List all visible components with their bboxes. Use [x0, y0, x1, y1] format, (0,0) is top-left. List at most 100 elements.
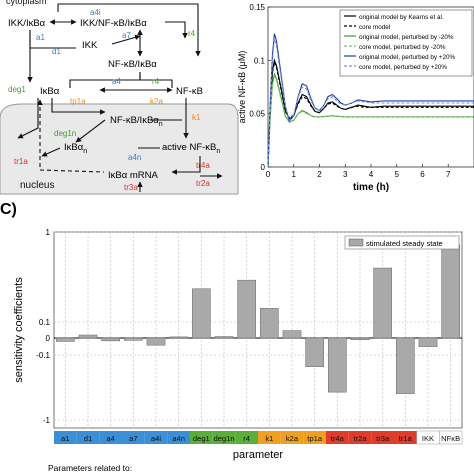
sensitivity-grid — [54, 231, 462, 428]
x-tick-label: tr3a — [376, 434, 390, 443]
x-tick-label: 3 — [343, 170, 348, 179]
x-tick-label: a4n — [172, 434, 185, 443]
group-strip-cell — [258, 431, 281, 444]
group-strip-cell — [54, 431, 77, 444]
series-line-2 — [267, 60, 474, 168]
rate-label-a7: a7 — [122, 31, 131, 40]
x-tick-label: 5 — [395, 170, 400, 179]
legend-entry: original model by Kearns et al. — [359, 14, 444, 21]
x-tick-label: deg1n — [213, 434, 234, 443]
legend-box — [344, 235, 460, 250]
bar-a1 — [56, 337, 75, 342]
group-strip-cell — [99, 431, 122, 444]
y-tick-label: 0.1 — [254, 56, 266, 65]
rate-label-r4-mid: r4 — [152, 77, 160, 86]
bar-a7 — [124, 337, 143, 341]
species-ikk: IKK — [82, 40, 98, 51]
bar-d1 — [78, 334, 98, 339]
group-strip-cell — [190, 431, 213, 444]
group-strip-cell — [212, 431, 236, 444]
x-tick-label: IKK — [422, 434, 434, 443]
group-strip-cell — [280, 431, 304, 444]
x-tick-label: a7 — [129, 434, 137, 443]
x-tick-label: a4i — [151, 434, 161, 443]
time-course-legend: original model by Kearns et al. core mode… — [339, 9, 473, 77]
sensitivity-y-axis-label: sensitivity coefficients — [13, 277, 25, 383]
bar-r4 — [237, 279, 256, 339]
legend-entry: core model — [359, 24, 390, 31]
y-tick-label: 0.05 — [249, 110, 265, 119]
legend-entry: stimulated steady state — [366, 239, 443, 248]
rate-label-a1: a1 — [36, 33, 45, 42]
bar-k1 — [260, 308, 279, 339]
footer-note: Parameters related to: — [48, 463, 132, 473]
legend-entry: original model, perturbed by +20% — [359, 54, 455, 61]
group-strip-cell — [348, 431, 372, 444]
network-diagram: cytoplasm nucleus IKK/IκBα IKK/NF-κB/IκB… — [0, 0, 239, 195]
legend-entry: core model, perturbed by +20% — [359, 64, 447, 71]
species-active-nfkb-nuclear: active NF-κBn — [162, 142, 220, 155]
rate-label-tr4a: tr4a — [196, 161, 210, 170]
x-tick-label: a1 — [61, 434, 69, 443]
species-ikba-nuclear-name: IκBα — [64, 142, 84, 153]
y-tick-label: 0 — [46, 334, 51, 343]
sensitivity-plot-frame — [53, 231, 463, 429]
group-strip-cell — [76, 431, 100, 444]
x-tick-label: 7 — [446, 170, 451, 179]
compartment-label-nucleus: nucleus — [20, 180, 54, 191]
species-nfkb-ikba-nuclear-sub: n — [159, 121, 163, 128]
bar-NFκB — [441, 244, 460, 339]
group-strip-cell — [371, 431, 394, 444]
rate-labels: a4i r4 a1 d1 a7 a4 r4 deg1 tp1a k2a k1 d… — [8, 8, 210, 192]
y-tick-label: 1 — [46, 228, 51, 237]
species-nfkb: NF-κB — [176, 86, 203, 97]
species-nfkb-ikba-nuclear-name: NF-κB/IκBα — [110, 115, 159, 126]
species-nfkb-ikba-nuclear: NF-κB/IκBαn — [110, 115, 163, 128]
bar-IKK — [418, 337, 438, 347]
x-tick-label: deg1 — [193, 434, 210, 443]
bar-tr4a — [328, 337, 347, 393]
species-ikba-mrna: IκBα mRNA — [108, 170, 158, 181]
x-tick-label: 0 — [266, 170, 271, 179]
x-tick-label: 1 — [292, 170, 297, 179]
group-strip-cell — [167, 431, 190, 444]
x-tick-label: r4 — [243, 434, 250, 443]
species-ikba: IκBα — [40, 86, 60, 97]
species-ikk-ikba: IKK/IκBα — [8, 18, 46, 29]
bar-tr1a — [396, 337, 415, 394]
group-strip-cell — [326, 431, 349, 444]
sensitivity-legend: stimulated steady state — [344, 235, 460, 250]
bar-deg1 — [192, 288, 211, 339]
species-active-nfkb-nuclear-sub: n — [216, 148, 220, 155]
species-ikba-nuclear: IκBαn — [64, 142, 87, 155]
bar-a4i — [146, 337, 166, 346]
group-strip-cell — [439, 430, 463, 445]
x-tick-label: 2 — [317, 170, 322, 179]
rate-label-deg1: deg1 — [8, 85, 26, 94]
rate-label-k1: k1 — [192, 113, 201, 122]
x-tick-label: tr1a — [399, 434, 413, 443]
x-tick-label: 4 — [369, 170, 374, 179]
species-active-nfkb-nuclear-name: active NF-κB — [162, 142, 216, 153]
series-line-4 — [267, 74, 474, 168]
y-tick-label: 0.1 — [39, 318, 51, 327]
rate-label-a4i: a4i — [90, 8, 101, 17]
y-tick-label: 0.15 — [249, 3, 265, 12]
time-course-chart: 0 1 2 3 4 5 6 7 0 0.05 0.1 0.15 active NF-κB (μM) t… — [237, 3, 474, 193]
time-course-y-axis-label: active NF-κB (μM) — [237, 51, 247, 124]
x-tick-label: a4 — [106, 434, 114, 443]
compartment-label-cytoplasm: cytoplasm — [6, 0, 47, 6]
series-line-6 — [267, 38, 474, 168]
sensitivity-chart: C) 1 0.1 0 -0.1 -1 a1 d1 a4 a7 a4i a4n deg1 deg1n r4… — [0, 201, 463, 473]
rate-label-tr2a: tr2a — [196, 179, 210, 188]
rate-label-deg1n: deg1n — [54, 129, 76, 138]
parameter-group-strip: a1 d1 a4 a7 a4i a4n deg1 deg1n r4 k1 k2a tp1a tr4a tr… — [54, 430, 463, 445]
x-tick-label: tr4a — [331, 434, 345, 443]
panel-label-c: C) — [0, 201, 17, 218]
rate-label-d1: d1 — [52, 47, 61, 56]
rate-label-k2a: k2a — [150, 97, 163, 106]
sensitivity-x-axis-label: parameter — [233, 449, 283, 461]
rate-label-r4-top: r4 — [188, 29, 196, 38]
bar-a4n — [169, 336, 188, 339]
